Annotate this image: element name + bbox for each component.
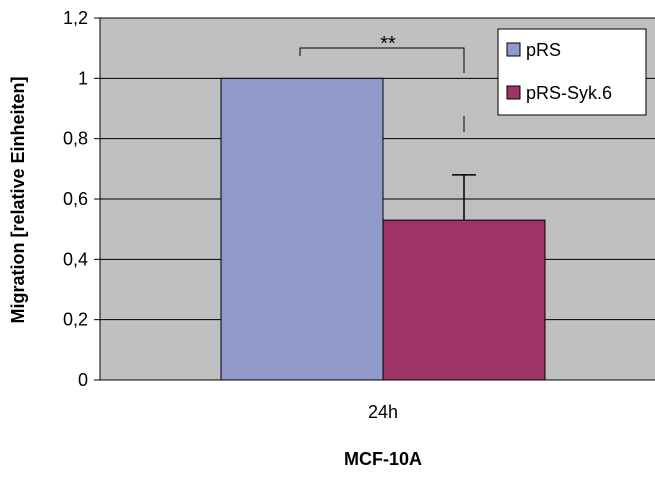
error-bars xyxy=(452,174,476,221)
legend: pRS pRS-Syk.6 xyxy=(497,28,647,116)
y-tick-label: 0,4 xyxy=(63,249,88,269)
y-tick-label: 0 xyxy=(78,370,88,390)
legend-swatch-prs-syk6 xyxy=(506,85,521,100)
bar-prs-syk-6 xyxy=(382,219,546,381)
y-tick-label: 0,6 xyxy=(63,189,88,209)
bar-prs xyxy=(220,77,384,381)
y-tick-label: 0,8 xyxy=(63,129,88,149)
legend-label-prs-syk6: pRS-Syk.6 xyxy=(526,83,612,103)
y-tick-label: 0,2 xyxy=(63,310,88,330)
legend-label-prs: pRS xyxy=(526,40,561,60)
significance-annotation: ** xyxy=(299,33,465,132)
y-ticks: 0 0,2 0,4 0,6 0,8 1 1,2 xyxy=(63,8,100,390)
significance-bracket xyxy=(299,47,465,73)
y-tick-label: 1,2 xyxy=(63,8,88,28)
bars xyxy=(220,77,546,381)
x-category-label: 24h xyxy=(368,402,398,422)
y-tick-label: 1 xyxy=(78,68,88,88)
y-axis-title: Migration [relative Einheiten] xyxy=(8,76,28,323)
legend-box xyxy=(497,28,647,116)
legend-swatch-prs xyxy=(506,42,521,57)
significance-label: ** xyxy=(380,33,396,55)
x-axis-title: MCF-10A xyxy=(344,449,422,469)
